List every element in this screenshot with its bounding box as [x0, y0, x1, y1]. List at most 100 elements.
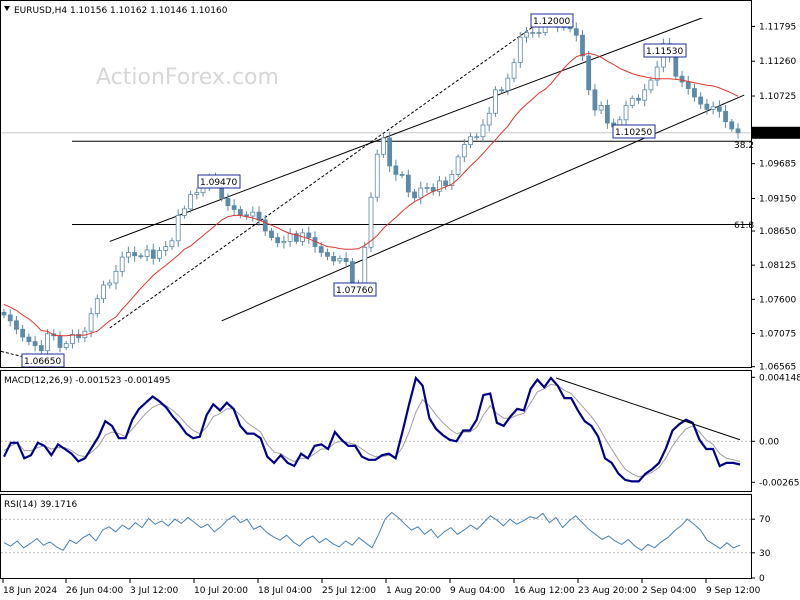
candle-body — [70, 334, 75, 344]
candle-body — [418, 187, 424, 199]
candle-body — [604, 105, 610, 124]
macd-frame — [0, 370, 752, 492]
candle-body — [101, 284, 106, 300]
candle-body — [32, 341, 38, 346]
channel-lower-line — [221, 94, 745, 322]
rsi-line — [3, 511, 741, 551]
candle-body — [368, 196, 374, 248]
time-tick-label: 18 Jul 04:00 — [258, 586, 312, 596]
candle-body — [14, 320, 19, 330]
candle-body — [399, 174, 405, 176]
candle-body — [673, 56, 679, 77]
macd-tick-label: 0.004148 — [759, 373, 800, 383]
candle-body — [157, 250, 162, 259]
candle-body — [287, 233, 293, 242]
swing-level-label: 1.07760 — [336, 286, 373, 296]
rsi-tick-label: 70 — [759, 515, 771, 525]
candle-body — [1, 311, 7, 316]
candle-body — [337, 257, 343, 262]
time-tick-label: 18 Jun 2024 — [3, 586, 57, 596]
time-tick-label: 3 Jul 12:00 — [130, 586, 179, 596]
rsi-header: RSI(14) 39.1716 — [4, 500, 77, 510]
candle-body — [144, 249, 150, 257]
candle-body — [474, 136, 480, 139]
swing-level-box — [643, 43, 687, 58]
candle-body — [729, 121, 735, 130]
time-tick-label: 10 Jul 20:00 — [194, 586, 248, 596]
candle-body — [716, 106, 722, 112]
candle-body — [536, 32, 542, 34]
swing-level-label: 1.12000 — [533, 17, 570, 27]
candle-body — [580, 34, 585, 57]
candle-body — [306, 232, 312, 238]
candle-body — [493, 89, 498, 114]
swing-level-label: 1.06650 — [24, 357, 61, 367]
candle-body — [629, 97, 635, 106]
candle-body — [374, 153, 380, 198]
candle-body — [119, 256, 125, 272]
candle-body — [381, 137, 386, 155]
rsi-tick-label: 30 — [759, 549, 771, 559]
candle-body — [480, 124, 486, 138]
swing-level-label: 1.10250 — [615, 128, 652, 138]
price-tick-label: 1.10725 — [759, 92, 796, 102]
candle-body — [225, 198, 231, 207]
candle-body — [318, 246, 324, 253]
current-price-box — [752, 126, 800, 139]
candle-body — [692, 88, 697, 98]
price-tick-label: 1.06565 — [759, 363, 796, 373]
macd-tick-label: 0.00 — [759, 437, 779, 447]
candle-body — [517, 36, 523, 63]
candle-body — [586, 55, 592, 91]
candle-body — [126, 252, 131, 258]
swing-level-box — [333, 282, 377, 297]
current-price-label: 1.10160 — [758, 130, 795, 140]
candle-body — [623, 105, 629, 121]
candle-body — [735, 128, 741, 134]
candle-body — [449, 174, 455, 186]
swing-level-box — [530, 13, 574, 28]
time-tick-label: 23 Aug 20:00 — [578, 586, 639, 596]
price-header: EURUSD,H4 1.10156 1.10162 1.10146 1.1016… — [14, 6, 228, 16]
candle-body — [499, 89, 505, 92]
price-tick-label: 1.07075 — [759, 329, 796, 339]
fib-61-8-label: 61.8 — [734, 221, 754, 231]
candle-body — [88, 313, 94, 332]
macd-tick-label: -0.002656 — [759, 478, 800, 488]
candle-body — [455, 156, 461, 175]
swing-level-label: 1.09470 — [200, 178, 237, 188]
macd-divergence-line — [555, 377, 741, 441]
candle-body — [505, 77, 511, 91]
candle-body — [387, 137, 393, 167]
price-tick-label: 1.09150 — [759, 194, 796, 204]
candle-body — [362, 246, 368, 289]
time-tick-label: 2 Sep 04:00 — [642, 586, 697, 596]
candle-body — [573, 28, 579, 36]
macd-panel: MACD(12,26,9) -0.001523 -0.001495 0.00414… — [1, 373, 800, 488]
candle-body — [281, 241, 287, 244]
candle-body — [132, 252, 138, 257]
candle-body — [163, 246, 169, 251]
candle-body — [511, 62, 517, 79]
candle-body — [685, 81, 691, 89]
dashed-low-line — [0, 350, 42, 362]
price-tick-label: 1.11795 — [759, 22, 796, 32]
candle-body — [107, 282, 113, 286]
fib-38-2-label: 38.2 — [734, 141, 754, 151]
candle-body — [169, 240, 175, 248]
price-frame — [0, 0, 752, 368]
candle-body — [244, 214, 249, 217]
candle-body — [524, 32, 529, 38]
candle-body — [194, 192, 200, 195]
candle-body — [325, 252, 330, 257]
price-tick-label: 1.11260 — [759, 57, 796, 67]
candle-body — [275, 237, 281, 244]
candle-body — [38, 345, 44, 352]
price-tick-label: 1.08650 — [759, 227, 796, 237]
candle-body — [113, 270, 119, 284]
candle-body — [231, 205, 237, 210]
channel-upper-line — [109, 1, 745, 242]
candle-body — [704, 103, 710, 110]
